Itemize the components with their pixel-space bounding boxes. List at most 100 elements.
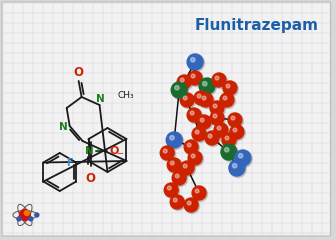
Circle shape xyxy=(180,161,194,175)
Circle shape xyxy=(167,158,181,172)
Circle shape xyxy=(188,72,204,86)
Circle shape xyxy=(183,96,187,100)
Circle shape xyxy=(195,130,199,134)
Circle shape xyxy=(230,125,244,139)
Circle shape xyxy=(211,102,225,116)
Circle shape xyxy=(172,171,186,185)
Circle shape xyxy=(188,151,202,165)
Circle shape xyxy=(167,186,171,190)
Circle shape xyxy=(171,82,187,98)
Circle shape xyxy=(160,146,174,160)
Circle shape xyxy=(178,76,193,90)
Circle shape xyxy=(199,93,213,107)
Circle shape xyxy=(230,126,245,140)
Circle shape xyxy=(195,189,199,193)
Circle shape xyxy=(190,111,194,115)
Circle shape xyxy=(233,163,237,168)
Circle shape xyxy=(187,201,191,205)
Circle shape xyxy=(226,84,230,88)
Circle shape xyxy=(193,186,208,202)
Circle shape xyxy=(217,126,221,130)
Circle shape xyxy=(181,94,196,108)
Circle shape xyxy=(229,160,245,176)
Circle shape xyxy=(25,210,29,216)
Circle shape xyxy=(200,94,214,108)
Circle shape xyxy=(222,133,238,149)
Circle shape xyxy=(185,140,200,156)
Circle shape xyxy=(239,154,243,158)
Circle shape xyxy=(187,108,203,124)
Circle shape xyxy=(188,151,204,167)
Circle shape xyxy=(29,217,33,221)
Circle shape xyxy=(220,94,236,108)
Circle shape xyxy=(228,114,243,128)
Text: CH₃: CH₃ xyxy=(118,90,134,100)
Circle shape xyxy=(198,115,212,131)
Circle shape xyxy=(213,114,217,118)
Circle shape xyxy=(184,140,198,154)
Circle shape xyxy=(183,164,187,168)
Circle shape xyxy=(180,93,194,107)
Circle shape xyxy=(212,73,226,87)
Circle shape xyxy=(225,136,229,140)
Circle shape xyxy=(165,184,180,198)
FancyBboxPatch shape xyxy=(2,2,331,236)
Circle shape xyxy=(194,91,208,105)
Circle shape xyxy=(206,132,220,146)
Text: O: O xyxy=(74,66,84,79)
Circle shape xyxy=(180,78,184,82)
Circle shape xyxy=(195,91,210,107)
Circle shape xyxy=(173,198,177,202)
Text: F: F xyxy=(67,157,73,168)
Circle shape xyxy=(192,127,206,141)
Circle shape xyxy=(229,161,246,178)
Text: N: N xyxy=(96,94,105,104)
Circle shape xyxy=(224,148,229,152)
Circle shape xyxy=(200,118,204,122)
Circle shape xyxy=(187,108,201,122)
Circle shape xyxy=(214,123,228,137)
Circle shape xyxy=(171,196,185,210)
Circle shape xyxy=(215,76,219,80)
Circle shape xyxy=(177,75,191,89)
Circle shape xyxy=(220,93,234,107)
Circle shape xyxy=(170,136,174,140)
Circle shape xyxy=(210,111,224,125)
Text: +: + xyxy=(94,148,100,154)
Text: N: N xyxy=(59,122,68,132)
Circle shape xyxy=(187,143,191,147)
Circle shape xyxy=(200,78,216,96)
Circle shape xyxy=(191,58,195,62)
Circle shape xyxy=(221,144,237,160)
Circle shape xyxy=(170,161,174,165)
Circle shape xyxy=(233,128,237,132)
Text: −: − xyxy=(116,149,123,158)
Circle shape xyxy=(173,172,187,186)
Circle shape xyxy=(188,71,202,85)
Circle shape xyxy=(235,150,251,166)
Circle shape xyxy=(192,186,206,200)
Circle shape xyxy=(193,127,208,143)
Circle shape xyxy=(228,113,242,127)
Circle shape xyxy=(187,54,203,70)
Circle shape xyxy=(214,124,229,138)
Circle shape xyxy=(210,101,224,115)
Circle shape xyxy=(191,74,195,78)
Circle shape xyxy=(236,150,252,168)
Text: Flunitrazepam: Flunitrazepam xyxy=(195,18,319,33)
Circle shape xyxy=(175,174,179,178)
Circle shape xyxy=(231,116,235,120)
Circle shape xyxy=(191,154,195,158)
Text: O: O xyxy=(110,146,119,156)
Circle shape xyxy=(175,85,179,90)
Circle shape xyxy=(35,213,39,217)
Circle shape xyxy=(170,195,184,209)
Circle shape xyxy=(166,132,182,148)
Circle shape xyxy=(187,54,205,72)
Text: N: N xyxy=(85,146,94,156)
Circle shape xyxy=(223,81,237,95)
Circle shape xyxy=(19,210,30,221)
Circle shape xyxy=(168,158,183,174)
Circle shape xyxy=(213,104,217,108)
Circle shape xyxy=(197,94,201,98)
